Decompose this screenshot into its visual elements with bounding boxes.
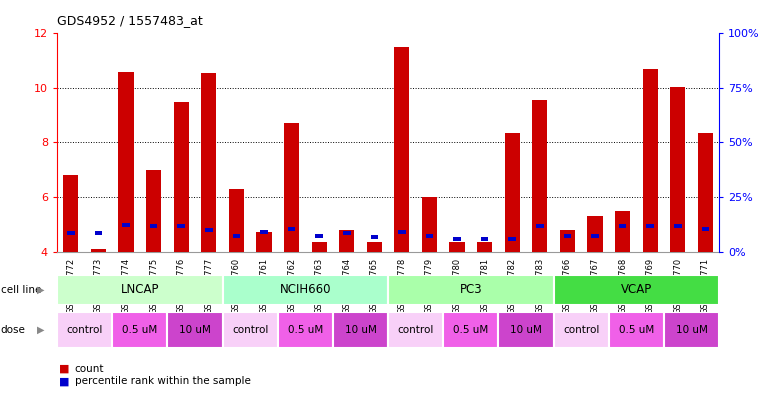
Text: percentile rank within the sample: percentile rank within the sample: [75, 376, 250, 386]
Bar: [63, 175, 78, 252]
Bar: [315, 234, 323, 238]
Bar: [508, 237, 516, 241]
Bar: [698, 133, 713, 252]
Bar: [425, 234, 433, 238]
Bar: [388, 312, 443, 348]
Bar: [201, 73, 216, 252]
Text: PC3: PC3: [460, 283, 482, 296]
Bar: [553, 312, 609, 348]
Bar: [642, 69, 658, 252]
Bar: [256, 232, 272, 252]
Bar: [57, 312, 113, 348]
Bar: [591, 234, 599, 238]
Bar: [536, 224, 543, 228]
Text: GDS4952 / 1557483_at: GDS4952 / 1557483_at: [57, 14, 203, 27]
Text: dose: dose: [1, 325, 26, 335]
Text: NCIH660: NCIH660: [279, 283, 331, 296]
Bar: [609, 312, 664, 348]
Bar: [146, 170, 161, 252]
Text: 10 uM: 10 uM: [179, 325, 211, 335]
Text: count: count: [75, 364, 104, 374]
Bar: [288, 227, 295, 231]
Text: ■: ■: [59, 376, 69, 386]
Bar: [91, 249, 106, 252]
Bar: [174, 101, 189, 252]
Text: control: control: [563, 325, 600, 335]
Bar: [422, 197, 437, 252]
Bar: [454, 237, 461, 241]
Bar: [367, 242, 382, 252]
Bar: [150, 224, 158, 228]
Bar: [674, 224, 682, 228]
Bar: [615, 211, 630, 252]
Bar: [388, 275, 553, 305]
Bar: [222, 275, 388, 305]
Bar: [311, 242, 326, 252]
Bar: [229, 189, 244, 252]
Text: control: control: [66, 325, 103, 335]
Bar: [67, 231, 75, 235]
Bar: [498, 312, 553, 348]
Text: 0.5 uM: 0.5 uM: [619, 325, 654, 335]
Bar: [278, 312, 333, 348]
Text: control: control: [397, 325, 434, 335]
Bar: [339, 230, 355, 252]
Text: 0.5 uM: 0.5 uM: [123, 325, 158, 335]
Bar: [167, 312, 222, 348]
Bar: [646, 224, 654, 228]
Bar: [505, 133, 520, 252]
Text: 0.5 uM: 0.5 uM: [288, 325, 323, 335]
Bar: [670, 86, 686, 252]
Bar: [284, 123, 299, 252]
Bar: [343, 231, 351, 235]
Bar: [560, 230, 575, 252]
Bar: [57, 275, 222, 305]
Bar: [113, 312, 167, 348]
Text: cell line: cell line: [1, 285, 41, 295]
Text: 10 uM: 10 uM: [345, 325, 377, 335]
Bar: [123, 223, 130, 227]
Bar: [443, 312, 498, 348]
Bar: [222, 312, 278, 348]
Bar: [619, 224, 626, 228]
Bar: [119, 72, 134, 252]
Bar: [450, 242, 465, 252]
Bar: [664, 312, 719, 348]
Bar: [205, 228, 212, 232]
Bar: [564, 234, 572, 238]
Bar: [394, 47, 409, 252]
Bar: [371, 235, 378, 239]
Text: 10 uM: 10 uM: [676, 325, 708, 335]
Bar: [481, 237, 489, 241]
Bar: [398, 230, 406, 234]
Bar: [532, 100, 547, 252]
Bar: [587, 216, 603, 252]
Bar: [333, 312, 388, 348]
Bar: [233, 234, 240, 238]
Bar: [177, 224, 185, 228]
Text: control: control: [232, 325, 269, 335]
Text: VCAP: VCAP: [621, 283, 652, 296]
Bar: [260, 230, 268, 234]
Text: 0.5 uM: 0.5 uM: [454, 325, 489, 335]
Bar: [702, 227, 709, 231]
Bar: [553, 275, 719, 305]
Text: ▶: ▶: [37, 285, 44, 295]
Bar: [477, 242, 492, 252]
Bar: [94, 231, 102, 235]
Text: LNCAP: LNCAP: [120, 283, 159, 296]
Text: 10 uM: 10 uM: [510, 325, 542, 335]
Text: ▶: ▶: [37, 325, 44, 335]
Text: ■: ■: [59, 364, 69, 374]
